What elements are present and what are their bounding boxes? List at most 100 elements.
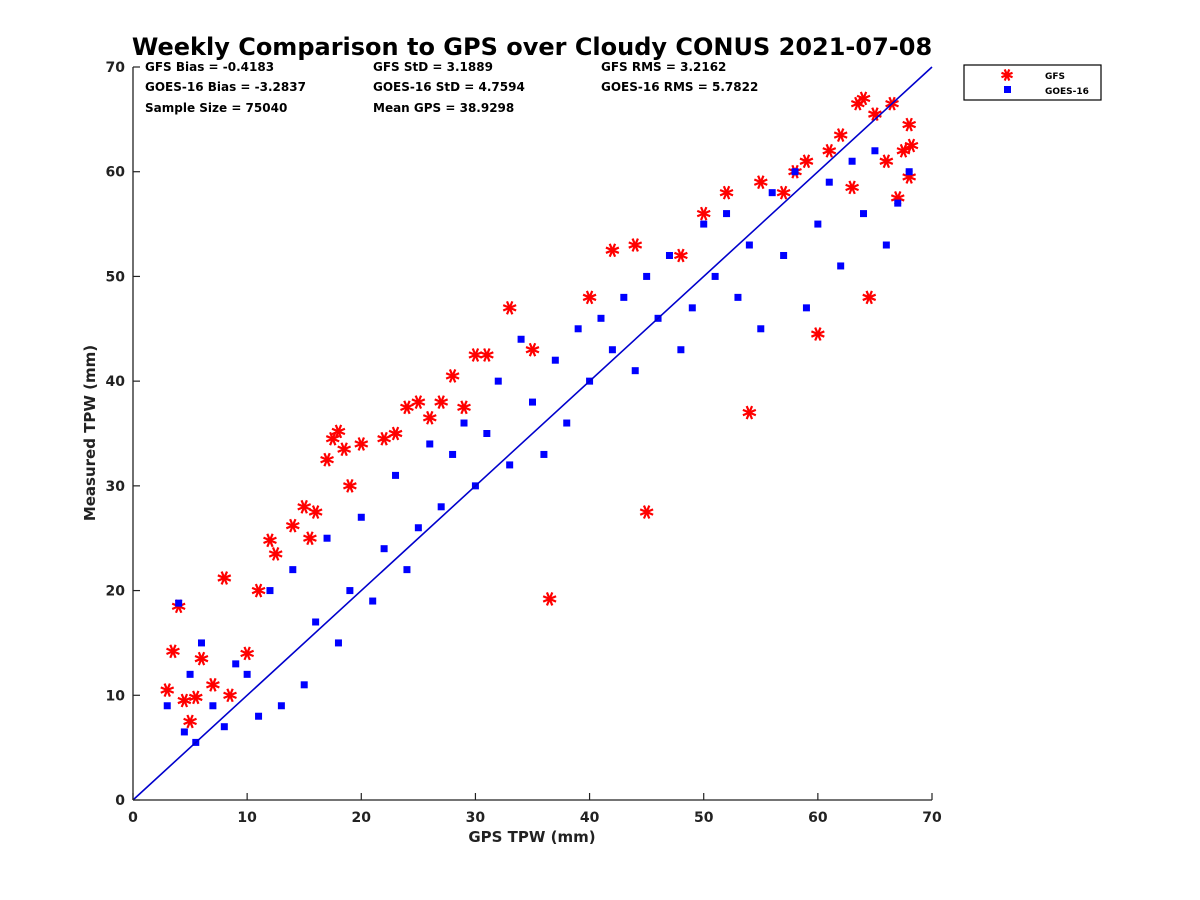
x-tick-label: 20 (352, 810, 372, 826)
gfs-bias-label: GFS Bias = -0.4183 (145, 60, 274, 74)
goes-point (300, 681, 308, 689)
goes-point (814, 220, 822, 228)
gfs-point (285, 518, 300, 533)
y-tick-label: 40 (106, 374, 126, 390)
goes-point (414, 524, 422, 532)
goes-point (449, 450, 457, 458)
goes-point (163, 702, 171, 710)
data-marks (160, 91, 919, 746)
gfs-point (799, 154, 814, 169)
goes-point (837, 262, 845, 270)
gfs-point (342, 478, 357, 493)
legend-gfs-label: GFS (1045, 72, 1065, 82)
gfs-point (719, 185, 734, 200)
gfs-point (525, 342, 540, 357)
goes-point (403, 566, 411, 574)
goes-point (620, 293, 628, 301)
goes-point (426, 440, 434, 448)
gfs-point (177, 693, 192, 708)
goes-point (266, 587, 274, 595)
y-tick-label: 10 (106, 688, 126, 704)
goes-point (186, 670, 194, 678)
mean-gps-label: Mean GPS = 38.9298 (373, 101, 514, 115)
goes-point (357, 513, 365, 521)
gfs-point (902, 117, 917, 132)
gfs-point (776, 185, 791, 200)
goes-point (574, 325, 582, 333)
gfs-point (862, 290, 877, 305)
legend-gfs-marker (1001, 69, 1013, 81)
goes-point (677, 346, 685, 354)
goes-point (768, 189, 776, 197)
gfs-point (183, 714, 197, 729)
goes-point (180, 728, 188, 736)
goes-point (665, 251, 673, 259)
x-tick-label: 0 (128, 810, 138, 826)
gfs-point (240, 646, 255, 661)
goes-point (825, 178, 833, 186)
goes-point (802, 304, 810, 312)
goes-point (277, 702, 285, 710)
gfs-point (422, 410, 437, 425)
goes-point (460, 419, 468, 427)
legend-gfs-asterisk (1001, 69, 1013, 81)
goes-point (369, 597, 377, 605)
goes-point (175, 599, 183, 607)
gfs-point (411, 395, 426, 409)
y-tick-label: 0 (115, 793, 125, 809)
goes-point (608, 346, 616, 354)
gfs-point (502, 300, 517, 315)
gfs-point (845, 180, 859, 195)
legend-goes-label: GOES-16 (1045, 87, 1089, 97)
goes-point (905, 168, 913, 176)
gfs-point (320, 452, 334, 467)
gfs-point (822, 143, 837, 158)
sample-size-label: Sample Size = 75040 (145, 101, 287, 115)
gfs-point (753, 175, 768, 190)
goes-point (220, 723, 228, 731)
goes-point (563, 419, 571, 427)
goes-point (688, 304, 696, 312)
goes-point (209, 702, 217, 710)
plot-area: 0 10 20 30 40 50 60 70 0 10 20 30 40 50 60 70 (106, 60, 942, 826)
gfs-point (468, 348, 483, 362)
goes-point (860, 210, 868, 218)
gfs-point (639, 505, 654, 519)
gfs-point (479, 348, 494, 362)
gfs-point (268, 547, 283, 561)
y-tick-label: 30 (106, 479, 126, 495)
gfs-point (194, 651, 209, 666)
x-tick-label: 10 (237, 810, 257, 826)
goes-point (643, 272, 651, 280)
gfs-point (297, 499, 312, 514)
axes (132, 67, 932, 801)
goes-point (597, 314, 605, 322)
goes-point (882, 241, 890, 249)
gfs-point (445, 369, 460, 383)
gfs-point (354, 437, 369, 451)
goes-point (506, 461, 514, 469)
gfs-point (251, 583, 266, 598)
gfs-point (188, 690, 203, 705)
goes-point (631, 367, 639, 375)
gfs-point (400, 400, 414, 415)
goes-point (380, 545, 388, 553)
goes-point (745, 241, 753, 249)
gfs-point (303, 531, 317, 546)
gfs-point (742, 405, 757, 420)
gfs-point (856, 91, 871, 106)
goes-point (232, 660, 240, 668)
gfs-point (457, 400, 471, 415)
goes-point (848, 157, 856, 165)
legend: GFS GOES-16 (963, 64, 1102, 101)
goes-point (871, 147, 879, 155)
goes-point (392, 471, 400, 479)
x-tick-label: 40 (580, 810, 600, 826)
x-tick-label: 60 (808, 810, 828, 826)
goes-point (723, 210, 731, 218)
goes-point (700, 220, 708, 228)
gfs-point (377, 431, 392, 446)
gfs-point (542, 592, 557, 606)
y-tick-label: 50 (106, 269, 126, 285)
